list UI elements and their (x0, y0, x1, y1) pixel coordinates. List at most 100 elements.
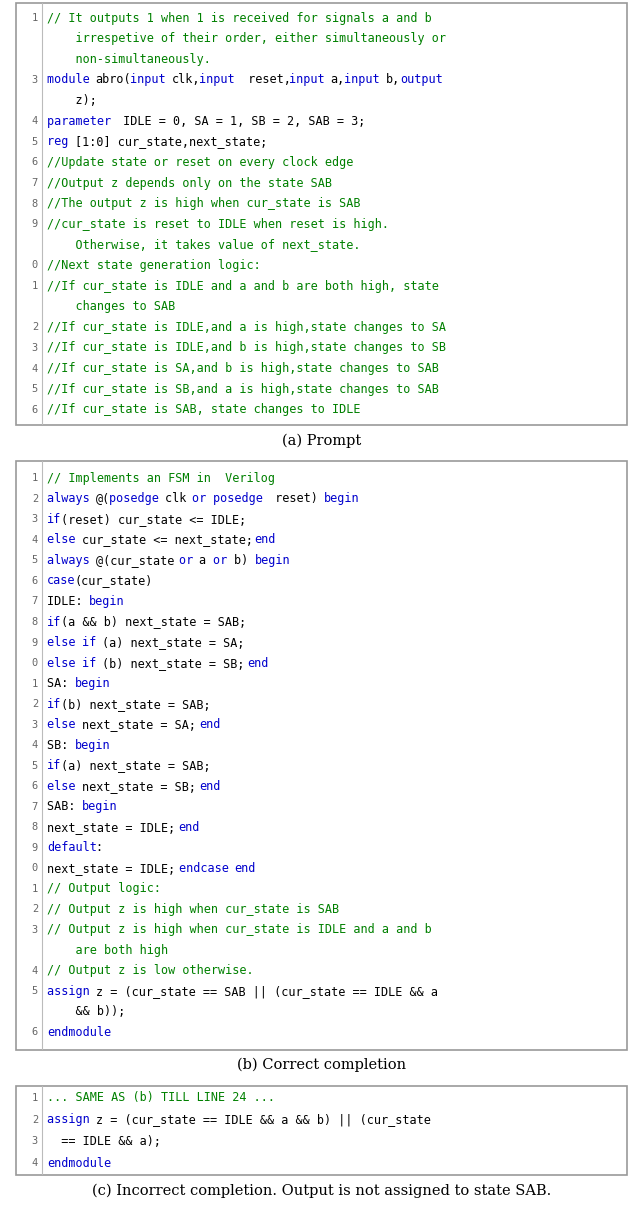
Text: 1: 1 (32, 13, 38, 23)
Text: end: end (199, 719, 221, 731)
Text: irrespetive of their order, either simultaneously or: irrespetive of their order, either simul… (47, 33, 446, 45)
FancyBboxPatch shape (16, 461, 627, 1050)
Text: 0: 0 (32, 261, 38, 271)
Text: 6: 6 (32, 1027, 38, 1038)
Text: module: module (47, 73, 97, 86)
Text: 5: 5 (32, 137, 38, 147)
Text: or: or (213, 554, 234, 567)
Text: always: always (47, 493, 97, 505)
Text: (a) next_state = SAB;: (a) next_state = SAB; (61, 759, 211, 772)
Text: end: end (199, 779, 221, 793)
Text: if: if (47, 615, 61, 629)
Text: //Update state or reset on every clock edge: //Update state or reset on every clock e… (47, 155, 353, 169)
Text: 1: 1 (32, 679, 38, 688)
Text: 1: 1 (32, 1093, 38, 1102)
Text: (reset) cur_state <= IDLE;: (reset) cur_state <= IDLE; (61, 512, 246, 526)
Text: 0: 0 (32, 863, 38, 873)
Text: 3: 3 (32, 515, 38, 524)
Text: a,: a, (331, 73, 345, 86)
Text: 9: 9 (32, 637, 38, 647)
Text: are both high: are both high (47, 944, 168, 957)
Text: == IDLE && a);: == IDLE && a); (47, 1135, 161, 1148)
Text: //If cur_state is SA,and b is high,state changes to SAB: //If cur_state is SA,and b is high,state… (47, 362, 439, 375)
Text: reset): reset) (268, 493, 325, 505)
Text: 7: 7 (32, 178, 38, 188)
Text: //Next state generation logic:: //Next state generation logic: (47, 259, 261, 272)
Text: && b));: && b)); (47, 1005, 125, 1019)
Text: always: always (47, 554, 97, 567)
Text: //If cur_state is IDLE,and a is high,state changes to SA: //If cur_state is IDLE,and a is high,sta… (47, 320, 446, 334)
Text: 4: 4 (32, 117, 38, 126)
Text: (a) next_state = SA;: (a) next_state = SA; (102, 636, 245, 649)
Text: input: input (344, 73, 387, 86)
Text: or: or (179, 554, 200, 567)
Text: // Output z is low otherwise.: // Output z is low otherwise. (47, 964, 254, 977)
Text: IDLE = 0, SA = 1, SB = 2, SAB = 3;: IDLE = 0, SA = 1, SB = 2, SAB = 3; (116, 114, 365, 127)
Text: // It outputs 1 when 1 is received for signals a and b: // It outputs 1 when 1 is received for s… (47, 12, 432, 24)
Text: 7: 7 (32, 801, 38, 812)
Text: z = (cur_state == SAB || (cur_state == IDLE && a: z = (cur_state == SAB || (cur_state == I… (95, 985, 438, 998)
Text: (b) Correct completion: (b) Correct completion (237, 1057, 406, 1072)
Text: assign: assign (47, 1113, 97, 1127)
Text: else: else (47, 533, 83, 546)
Text: clk: clk (164, 493, 193, 505)
Text: SA:: SA: (47, 677, 76, 690)
Text: next_state = SA;: next_state = SA; (82, 719, 203, 731)
Text: // Implements an FSM in  Verilog: // Implements an FSM in Verilog (47, 472, 275, 484)
Text: next_state = IDLE;: next_state = IDLE; (47, 821, 182, 834)
Text: b): b) (234, 554, 255, 567)
Text: 4: 4 (32, 966, 38, 976)
Text: 6: 6 (32, 404, 38, 415)
Text: (b) next_state = SB;: (b) next_state = SB; (102, 657, 252, 670)
Text: 3: 3 (32, 720, 38, 730)
Text: 6: 6 (32, 575, 38, 586)
Text: 6: 6 (32, 781, 38, 792)
Text: //The output z is high when cur_state is SAB: //The output z is high when cur_state is… (47, 197, 361, 210)
Text: SAB:: SAB: (47, 800, 83, 813)
Text: b,: b, (386, 73, 400, 86)
Text: 3: 3 (32, 1136, 38, 1146)
Text: begin: begin (89, 595, 124, 608)
Text: 1: 1 (32, 282, 38, 291)
Text: ... SAME AS (b) TILL LINE 24 ...: ... SAME AS (b) TILL LINE 24 ... (47, 1091, 275, 1105)
Text: 2: 2 (32, 494, 38, 504)
Text: 0: 0 (32, 658, 38, 668)
Text: 4: 4 (32, 363, 38, 374)
Text: or: or (193, 493, 214, 505)
Text: Otherwise, it takes value of next_state.: Otherwise, it takes value of next_state. (47, 238, 361, 251)
Text: if: if (82, 657, 103, 670)
Text: endmodule: endmodule (47, 1157, 111, 1170)
Text: (a) Prompt: (a) Prompt (282, 433, 361, 448)
Text: z);: z); (47, 93, 97, 107)
Text: if: if (82, 636, 103, 649)
Text: end: end (234, 862, 255, 875)
Text: 9: 9 (32, 220, 38, 229)
Text: input: input (130, 73, 173, 86)
Text: 4: 4 (32, 1158, 38, 1168)
Text: 5: 5 (32, 761, 38, 771)
Text: 8: 8 (32, 199, 38, 209)
Text: default: default (47, 841, 97, 855)
Text: [1:0] cur_state,next_state;: [1:0] cur_state,next_state; (75, 135, 268, 148)
Text: (cur_state): (cur_state) (75, 574, 153, 588)
FancyBboxPatch shape (16, 1130, 627, 1152)
Text: // Output z is high when cur_state is IDLE and a and b: // Output z is high when cur_state is ID… (47, 924, 432, 936)
Text: output: output (400, 73, 442, 86)
Text: end: end (248, 657, 269, 670)
Text: if: if (47, 759, 61, 772)
Text: end: end (255, 533, 276, 546)
Text: @(cur_state: @(cur_state (95, 554, 181, 567)
Text: begin: begin (75, 738, 111, 751)
Text: else: else (47, 779, 83, 793)
Text: 3: 3 (32, 75, 38, 85)
Text: :: : (95, 841, 102, 855)
Text: endmodule: endmodule (47, 1026, 111, 1039)
Text: reg: reg (47, 135, 76, 148)
Text: 4: 4 (32, 535, 38, 545)
Text: endcase: endcase (179, 862, 236, 875)
Text: else: else (47, 719, 83, 731)
Text: 8: 8 (32, 822, 38, 833)
Text: 5: 5 (32, 987, 38, 997)
Text: 2: 2 (32, 322, 38, 333)
Text: //If cur_state is SB,and a is high,state changes to SAB: //If cur_state is SB,and a is high,state… (47, 382, 439, 396)
